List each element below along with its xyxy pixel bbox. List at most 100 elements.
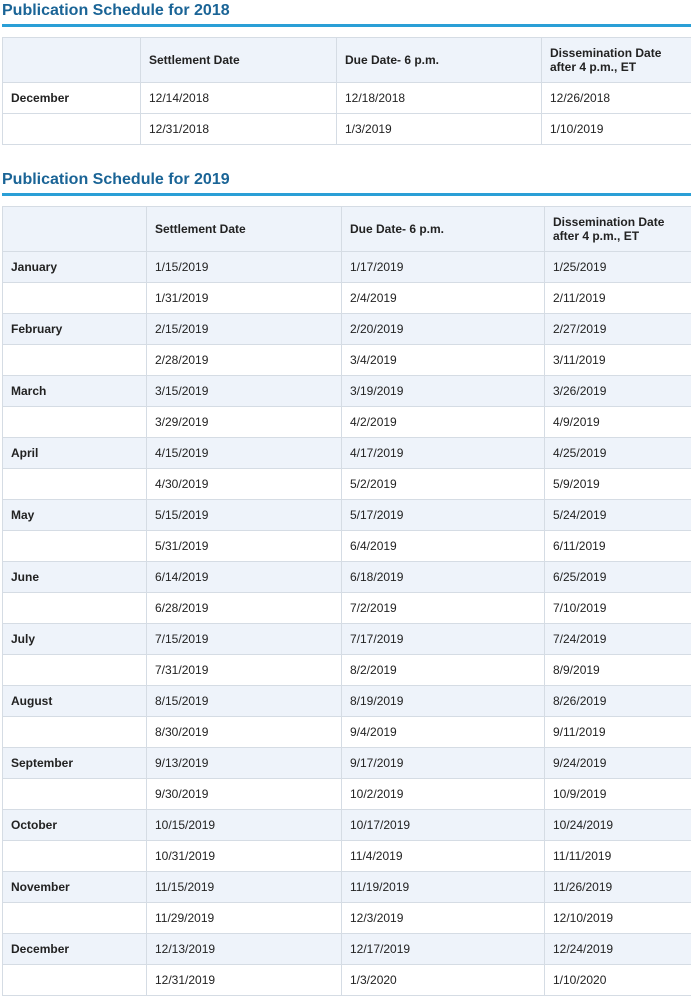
- table-row: 4/30/2019 5/2/2019 5/9/2019: [2, 468, 691, 500]
- settlement-date-cell: 4/30/2019: [146, 468, 342, 500]
- due-date-cell: 12/3/2019: [341, 902, 545, 934]
- settlement-date-cell: 8/30/2019: [146, 716, 342, 748]
- settlement-date-cell: 2/15/2019: [146, 313, 342, 345]
- schedule-2019-section: Publication Schedule for 2019 Settlement…: [0, 169, 691, 996]
- due-date-cell: 5/2/2019: [341, 468, 545, 500]
- due-date-cell: 7/17/2019: [341, 623, 545, 655]
- dissemination-date-cell: 10/9/2019: [544, 778, 691, 810]
- settlement-date-cell: 1/15/2019: [146, 251, 342, 283]
- month-cell: July: [2, 623, 147, 655]
- due-date-cell: 4/17/2019: [341, 437, 545, 469]
- settlement-date-cell: 3/15/2019: [146, 375, 342, 407]
- month-cell: January: [2, 251, 147, 283]
- month-cell: [2, 406, 147, 438]
- table-row: November 11/15/2019 11/19/2019 11/26/2019: [2, 871, 691, 903]
- due-date-cell: 10/17/2019: [341, 809, 545, 841]
- settlement-date-cell: 9/30/2019: [146, 778, 342, 810]
- due-date-cell: 7/2/2019: [341, 592, 545, 624]
- table-row: June 6/14/2019 6/18/2019 6/25/2019: [2, 561, 691, 593]
- month-cell: [2, 654, 147, 686]
- settlement-date-cell: 3/29/2019: [146, 406, 342, 438]
- month-cell: February: [2, 313, 147, 345]
- due-date-cell: 3/4/2019: [341, 344, 545, 376]
- table-row: 7/31/2019 8/2/2019 8/9/2019: [2, 654, 691, 686]
- table-header-row: Settlement Date Due Date- 6 p.m. Dissemi…: [2, 206, 691, 252]
- due-date-cell: 2/20/2019: [341, 313, 545, 345]
- due-date-cell: 8/19/2019: [341, 685, 545, 717]
- table-row: December 12/14/2018 12/18/2018 12/26/201…: [2, 82, 691, 114]
- dissemination-date-cell: 10/24/2019: [544, 809, 691, 841]
- month-cell: [2, 716, 147, 748]
- table-row: April 4/15/2019 4/17/2019 4/25/2019: [2, 437, 691, 469]
- due-date-cell: 4/2/2019: [341, 406, 545, 438]
- dissemination-date-cell: 3/11/2019: [544, 344, 691, 376]
- month-cell: [2, 113, 141, 145]
- dissemination-date-cell: 1/25/2019: [544, 251, 691, 283]
- dissemination-date-cell: 7/24/2019: [544, 623, 691, 655]
- table-row: 11/29/2019 12/3/2019 12/10/2019: [2, 902, 691, 934]
- settlement-date-cell: 6/14/2019: [146, 561, 342, 593]
- month-cell: June: [2, 561, 147, 593]
- due-date-cell: 2/4/2019: [341, 282, 545, 314]
- month-cell: [2, 282, 147, 314]
- table-row: 9/30/2019 10/2/2019 10/9/2019: [2, 778, 691, 810]
- table-row: March 3/15/2019 3/19/2019 3/26/2019: [2, 375, 691, 407]
- table-row: 2/28/2019 3/4/2019 3/11/2019: [2, 344, 691, 376]
- month-cell: [2, 840, 147, 872]
- table-row: 5/31/2019 6/4/2019 6/11/2019: [2, 530, 691, 562]
- settlement-date-cell: 12/13/2019: [146, 933, 342, 965]
- due-date-cell: 11/4/2019: [341, 840, 545, 872]
- settlement-date-cell: 10/31/2019: [146, 840, 342, 872]
- dissemination-date-cell: 11/26/2019: [544, 871, 691, 903]
- dissemination-date-cell: 2/27/2019: [544, 313, 691, 345]
- dissemination-date-cell: 12/10/2019: [544, 902, 691, 934]
- dissemination-date-header: Dissemination Date after 4 p.m., ET: [541, 37, 691, 83]
- table-row: 12/31/2019 1/3/2020 1/10/2020: [2, 964, 691, 996]
- table-row: 6/28/2019 7/2/2019 7/10/2019: [2, 592, 691, 624]
- schedule-2019-table: Settlement Date Due Date- 6 p.m. Dissemi…: [2, 206, 691, 996]
- dissemination-date-cell: 11/11/2019: [544, 840, 691, 872]
- settlement-date-cell: 12/14/2018: [140, 82, 337, 114]
- settlement-date-cell: 5/15/2019: [146, 499, 342, 531]
- month-cell: [2, 592, 147, 624]
- settlement-date-cell: 10/15/2019: [146, 809, 342, 841]
- table-row: December 12/13/2019 12/17/2019 12/24/2019: [2, 933, 691, 965]
- schedule-2018-section: Publication Schedule for 2018 Settlement…: [0, 0, 691, 145]
- settlement-date-cell: 12/31/2018: [140, 113, 337, 145]
- settlement-date-cell: 7/31/2019: [146, 654, 342, 686]
- due-date-cell: 1/3/2019: [336, 113, 542, 145]
- table-row: September 9/13/2019 9/17/2019 9/24/2019: [2, 747, 691, 779]
- dissemination-date-cell: 4/9/2019: [544, 406, 691, 438]
- settlement-date-cell: 11/15/2019: [146, 871, 342, 903]
- settlement-date-cell: 2/28/2019: [146, 344, 342, 376]
- due-date-cell: 12/17/2019: [341, 933, 545, 965]
- month-cell: May: [2, 499, 147, 531]
- table-row: August 8/15/2019 8/19/2019 8/26/2019: [2, 685, 691, 717]
- due-date-cell: 6/18/2019: [341, 561, 545, 593]
- table-row: May 5/15/2019 5/17/2019 5/24/2019: [2, 499, 691, 531]
- due-date-cell: 1/3/2020: [341, 964, 545, 996]
- due-date-cell: 10/2/2019: [341, 778, 545, 810]
- month-cell: [2, 902, 147, 934]
- table-row: 8/30/2019 9/4/2019 9/11/2019: [2, 716, 691, 748]
- settlement-date-cell: 4/15/2019: [146, 437, 342, 469]
- settlement-date-cell: 7/15/2019: [146, 623, 342, 655]
- dissemination-date-cell: 2/11/2019: [544, 282, 691, 314]
- dissemination-date-cell: 6/25/2019: [544, 561, 691, 593]
- schedule-2019-title: Publication Schedule for 2019: [2, 169, 691, 196]
- schedule-2018-table: Settlement Date Due Date- 6 p.m. Dissemi…: [2, 37, 691, 145]
- schedule-2018-title: Publication Schedule for 2018: [2, 0, 691, 27]
- month-cell: March: [2, 375, 147, 407]
- dissemination-date-cell: 9/11/2019: [544, 716, 691, 748]
- settlement-date-cell: 5/31/2019: [146, 530, 342, 562]
- settlement-date-cell: 8/15/2019: [146, 685, 342, 717]
- month-cell: [2, 468, 147, 500]
- month-column-header: [2, 37, 141, 83]
- due-date-header: Due Date- 6 p.m.: [336, 37, 542, 83]
- settlement-date-cell: 12/31/2019: [146, 964, 342, 996]
- settlement-date-header: Settlement Date: [146, 206, 342, 252]
- month-cell: [2, 344, 147, 376]
- table-header-row: Settlement Date Due Date- 6 p.m. Dissemi…: [2, 37, 691, 83]
- dissemination-date-cell: 7/10/2019: [544, 592, 691, 624]
- settlement-date-cell: 9/13/2019: [146, 747, 342, 779]
